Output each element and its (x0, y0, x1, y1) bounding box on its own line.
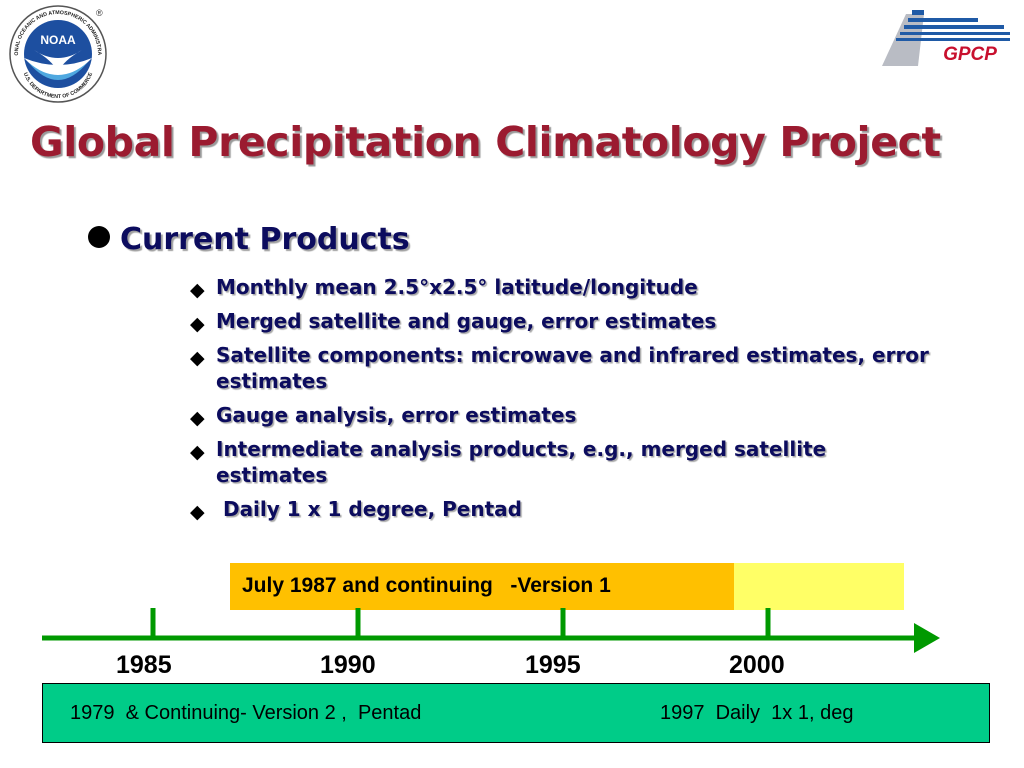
list-item: ◆ Satellite components: microwave and inf… (190, 343, 929, 393)
year-label: 1995 (525, 651, 581, 679)
gpcp-logo: GPCP (882, 10, 1012, 66)
section-heading-text: Current Products (120, 222, 410, 257)
registered-mark: ® (96, 8, 103, 18)
filled-circle-bullet-icon (88, 226, 110, 248)
diamond-bullet-icon: ◆ (190, 407, 205, 429)
list-item: ◆ Daily 1 x 1 degree, Pentad (190, 497, 522, 523)
year-label: 1990 (320, 651, 376, 679)
diamond-bullet-icon: ◆ (190, 347, 205, 369)
year-label: 2000 (729, 651, 785, 679)
version1-banner (230, 563, 734, 610)
list-item: ◆ Monthly mean 2.5°x2.5° latitude/longitu… (190, 275, 698, 301)
diamond-bullet-icon: ◆ (190, 313, 205, 335)
daily-product-text: 1997 Daily 1x 1, deg (660, 702, 854, 724)
diamond-bullet-icon: ◆ (190, 441, 205, 463)
product-list: ◆ Monthly mean 2.5°x2.5° latitude/longitu… (190, 274, 930, 530)
version1-banner-text: July 1987 and continuing -Version 1 (242, 574, 611, 597)
noaa-logo: NOAA NATIONAL OCEANIC AND ATMOSPHERIC AD… (4, 2, 107, 103)
version1-banner-extension (733, 563, 904, 610)
diamond-bullet-icon: ◆ (190, 501, 205, 523)
timeline (42, 608, 940, 653)
version2-text: 1979 & Continuing- Version 2 , Pentad (70, 702, 422, 724)
gpcp-text: GPCP (943, 44, 997, 65)
noaa-center-text: NOAA (40, 33, 76, 47)
list-item: ◆ Merged satellite and gauge, error estim… (190, 309, 717, 335)
year-label: 1985 (116, 651, 172, 679)
arrow-right-icon (914, 623, 940, 653)
version2-box (42, 683, 990, 743)
diamond-bullet-icon: ◆ (190, 279, 205, 301)
section-heading: Current Products (88, 222, 410, 257)
list-item: ◆ Intermediate analysis products, e.g., m… (190, 437, 827, 487)
list-item: ◆ Gauge analysis, error estimates (190, 403, 577, 429)
page-title: Global Precipitation Climatology Project (30, 118, 941, 166)
